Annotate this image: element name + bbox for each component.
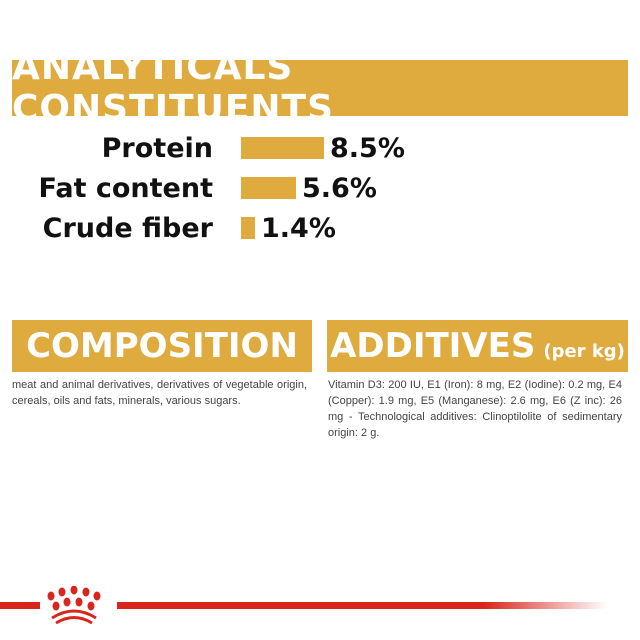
- analyticals-banner: ANALYTICALS CONSTITUENTS: [12, 47, 628, 129]
- constituent-label: Protein: [101, 132, 213, 164]
- constituent-bar: [241, 217, 255, 239]
- constituent-value: 5.6%: [302, 172, 377, 204]
- additives-text: Vitamin D3: 200 IU, E1 (Iron): 8 mg, E2 …: [328, 379, 622, 439]
- constituent-label: Fat content: [38, 172, 213, 204]
- crown-paw-logo-icon: [47, 586, 101, 625]
- constituent-row: Fat content 5.6%: [0, 172, 640, 204]
- constituent-value: 1.4%: [261, 212, 336, 244]
- composition-title: COMPOSITION: [26, 326, 298, 366]
- composition-text: meat and animal derivatives, derivatives…: [12, 379, 307, 407]
- brand-line-left: [0, 602, 40, 609]
- additives-banner: ADDITIVES (per kg): [327, 320, 628, 372]
- analyticals-title: ANALYTICALS CONSTITUENTS: [12, 47, 335, 129]
- composition-banner: COMPOSITION: [12, 320, 312, 372]
- constituent-value: 8.5%: [330, 132, 405, 164]
- additives-title: ADDITIVES: [330, 326, 536, 366]
- constituent-row: Crude fiber 1.4%: [0, 212, 640, 244]
- brand-line-right: [117, 602, 607, 609]
- additives-unit: (per kg): [543, 340, 625, 362]
- constituent-row: Protein 8.5%: [0, 132, 640, 164]
- constituent-bar: [241, 137, 324, 159]
- constituent-label: Crude fiber: [42, 212, 213, 244]
- constituent-bar: [241, 177, 296, 199]
